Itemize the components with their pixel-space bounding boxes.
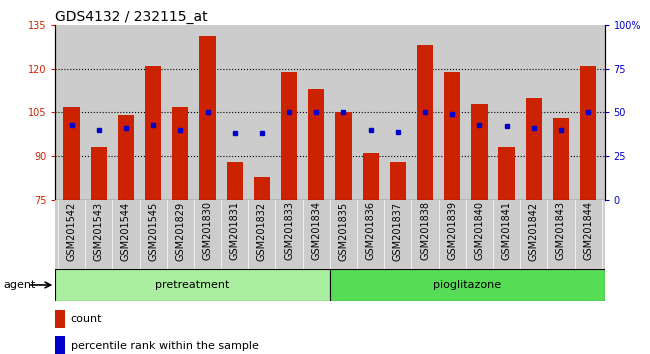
Text: pretreatment: pretreatment [155, 280, 229, 290]
Bar [281, 72, 297, 200]
Bar [64, 107, 80, 200]
Text: GSM201830: GSM201830 [203, 201, 213, 261]
Text: GSM201829: GSM201829 [176, 201, 185, 261]
Text: GSM201544: GSM201544 [121, 201, 131, 261]
Bar [55, 269, 330, 301]
Text: GSM201838: GSM201838 [420, 201, 430, 261]
Text: GSM201835: GSM201835 [339, 201, 348, 261]
Text: GSM201545: GSM201545 [148, 201, 158, 261]
Bar [55, 336, 65, 354]
Bar [553, 118, 569, 200]
Text: GSM201843: GSM201843 [556, 201, 566, 261]
Text: GSM201836: GSM201836 [366, 201, 376, 261]
Text: percentile rank within the sample: percentile rank within the sample [71, 341, 259, 351]
Bar [526, 98, 542, 200]
Text: pioglitazone: pioglitazone [433, 280, 501, 290]
Text: GSM201543: GSM201543 [94, 201, 104, 261]
Bar [580, 66, 596, 200]
Bar [363, 153, 379, 200]
Bar [145, 66, 161, 200]
Text: GSM201542: GSM201542 [66, 201, 77, 261]
Bar [308, 89, 324, 200]
Bar [471, 104, 488, 200]
Bar [90, 148, 107, 200]
Text: GDS4132 / 232115_at: GDS4132 / 232115_at [55, 10, 208, 24]
Bar [118, 115, 134, 200]
Bar [254, 177, 270, 200]
Bar [390, 162, 406, 200]
Bar [330, 269, 604, 301]
Text: GSM201831: GSM201831 [229, 201, 240, 261]
Text: GSM201839: GSM201839 [447, 201, 457, 261]
Bar [499, 148, 515, 200]
Text: GSM201842: GSM201842 [529, 201, 539, 261]
Text: count: count [71, 314, 102, 324]
Bar [227, 162, 243, 200]
Bar [172, 107, 188, 200]
Bar [444, 72, 460, 200]
Text: GSM201841: GSM201841 [502, 201, 512, 261]
Text: GSM201833: GSM201833 [284, 201, 294, 261]
Text: GSM201840: GSM201840 [474, 201, 484, 261]
Bar [55, 310, 65, 329]
Text: GSM201834: GSM201834 [311, 201, 321, 261]
Bar [200, 36, 216, 200]
Bar [417, 45, 433, 200]
Text: GSM201837: GSM201837 [393, 201, 403, 261]
Text: GSM201844: GSM201844 [583, 201, 593, 261]
Text: GSM201832: GSM201832 [257, 201, 267, 261]
Text: agent: agent [3, 280, 36, 290]
Bar [335, 113, 352, 200]
